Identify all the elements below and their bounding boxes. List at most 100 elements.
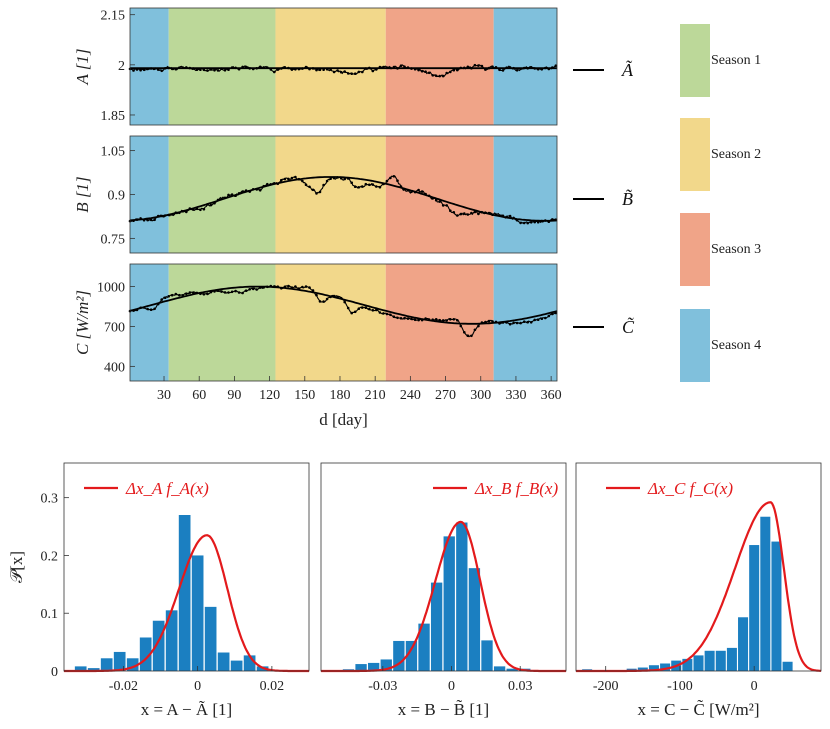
- histogram-bar: [782, 661, 793, 671]
- y-tick-label: 1.05: [101, 145, 126, 160]
- season-legend: Ã B̃ C̃ Season 1 Season 2 Season 3 Season 4: [573, 24, 761, 382]
- observed-point: [396, 179, 399, 182]
- x-axis-label: x = B − B̃ [1]: [398, 700, 489, 719]
- observed-point: [494, 213, 498, 216]
- observed-point: [424, 317, 427, 320]
- histogram-bar: [355, 664, 367, 671]
- observed-point: [368, 66, 371, 70]
- season-legend-swatch: [680, 118, 710, 191]
- observed-point: [501, 69, 505, 72]
- histogram-bar: [506, 668, 518, 671]
- y-tick-label: 700: [104, 320, 125, 335]
- observed-point: [188, 207, 192, 210]
- observed-point: [149, 218, 153, 222]
- x-tick-label: -0.03: [368, 679, 397, 694]
- season-band: [385, 136, 494, 253]
- season-legend-label: Season 1: [711, 53, 761, 68]
- season-band: [275, 136, 386, 253]
- observed-point: [522, 66, 526, 70]
- observed-point: [336, 69, 339, 72]
- observed-point: [382, 182, 385, 186]
- observed-point: [237, 192, 241, 195]
- observed-point: [361, 70, 364, 74]
- observed-point: [413, 67, 417, 71]
- observed-point: [329, 177, 332, 180]
- observed-point: [339, 70, 343, 74]
- histogram-bar: [715, 650, 726, 671]
- observed-point: [139, 306, 142, 310]
- observed-point: [371, 69, 375, 73]
- y-tick-label: 0.9: [108, 189, 126, 204]
- observed-point: [178, 211, 181, 215]
- observed-point: [389, 313, 392, 317]
- observed-point: [470, 334, 473, 338]
- observed-point: [357, 307, 361, 311]
- observed-point: [498, 214, 501, 217]
- histogram-bar: [682, 658, 693, 671]
- observed-point: [241, 291, 244, 295]
- observed-point: [519, 221, 522, 225]
- x-tick-label: 180: [329, 388, 350, 403]
- observed-point: [163, 296, 167, 300]
- observed-point: [512, 216, 515, 220]
- observed-point: [463, 66, 466, 70]
- observed-point: [223, 69, 227, 72]
- timeseries-panel-0: 1.85 2 2.15 A [1]: [73, 7, 558, 126]
- observed-point: [498, 322, 501, 325]
- observed-point: [220, 197, 223, 201]
- observed-point: [223, 291, 227, 294]
- observed-point: [178, 66, 181, 69]
- observed-point: [163, 67, 167, 70]
- observed-point: [508, 322, 512, 326]
- x-axis-label: x = C − C̃ [W/m²]: [637, 700, 759, 719]
- y-tick-label: 2: [118, 59, 125, 74]
- season-band: [493, 136, 557, 253]
- observed-point: [487, 66, 491, 70]
- observed-point: [251, 67, 255, 71]
- observed-point: [266, 66, 269, 69]
- x-tick-label: -0.02: [109, 679, 138, 694]
- histogram-bar: [493, 666, 506, 671]
- observed-point: [241, 190, 244, 193]
- observed-point: [533, 67, 536, 70]
- y-tick-label: 0.2: [41, 549, 59, 564]
- observed-point: [399, 185, 403, 188]
- observed-point: [406, 66, 410, 69]
- observed-point: [234, 194, 237, 197]
- observed-point: [385, 312, 389, 316]
- observed-point: [294, 68, 297, 71]
- observed-point: [536, 318, 540, 322]
- trend-legend-label: Ã: [621, 60, 634, 80]
- season-band: [275, 8, 386, 125]
- observed-point: [301, 67, 304, 70]
- observed-point: [533, 318, 536, 322]
- observed-point: [463, 331, 466, 334]
- histogram-bar: [113, 651, 126, 671]
- season-legend-label: Season 2: [711, 147, 761, 162]
- observed-point: [213, 201, 216, 205]
- observed-point: [213, 290, 216, 293]
- observed-point: [304, 183, 308, 186]
- observed-point: [149, 308, 153, 312]
- observed-point: [170, 67, 174, 71]
- histogram-panel-1: -0.03 0 0.03 x = B − B̃ [1] Δx_B f_B(x): [320, 462, 567, 719]
- observed-point: [230, 193, 234, 196]
- observed-point: [216, 289, 220, 293]
- x-tick-label: 360: [541, 388, 562, 403]
- observed-point: [420, 318, 424, 322]
- observed-point: [413, 318, 417, 322]
- plot-frame: [320, 462, 567, 672]
- observed-point: [505, 321, 508, 324]
- observed-point: [280, 178, 283, 182]
- observed-point: [441, 204, 445, 207]
- observed-point: [399, 64, 403, 67]
- season-band: [275, 264, 386, 381]
- season-band: [168, 264, 276, 381]
- histogram-bar: [74, 666, 87, 671]
- observed-point: [526, 221, 529, 225]
- histogram-bar: [139, 637, 152, 671]
- observed-point: [544, 219, 547, 222]
- observed-point: [273, 182, 276, 185]
- observed-point: [350, 181, 354, 184]
